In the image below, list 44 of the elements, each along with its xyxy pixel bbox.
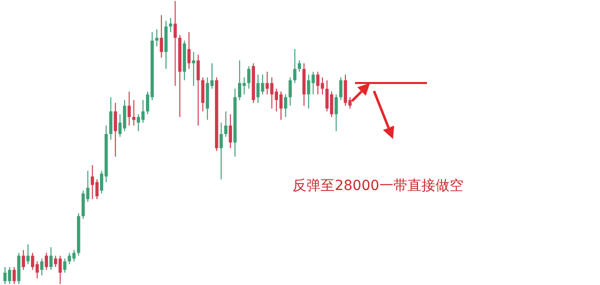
- candlestick: [220, 122, 223, 180]
- candlestick: [155, 28, 158, 47]
- candlestick: [109, 96, 112, 140]
- candlestick: [224, 110, 228, 138]
- candlestick: [344, 74, 348, 106]
- candlestick: [196, 54, 200, 126]
- candlestick: [339, 76, 342, 101]
- candlestick: [40, 258, 44, 276]
- candlestick: [136, 114, 140, 132]
- candlestick: [334, 94, 338, 132]
- candlestick: [22, 250, 25, 270]
- candlestick: [279, 91, 283, 120]
- candlestick: [49, 246, 53, 270]
- candlestick: [122, 100, 126, 132]
- candlestick: [68, 252, 72, 265]
- candlestick: [293, 48, 296, 84]
- candlestick: [128, 91, 131, 126]
- candlestick: [114, 102, 118, 158]
- candlestick: [90, 164, 94, 200]
- candlestick: [141, 100, 145, 124]
- candlestick: [284, 94, 288, 118]
- candlestick: [256, 74, 260, 104]
- candlestick: [192, 51, 196, 86]
- annotation: 反弹至28000一带直接做空: [292, 178, 464, 194]
- candlestick: [132, 100, 136, 126]
- candlestick: [26, 244, 30, 265]
- candlestick: [298, 60, 302, 72]
- candlestick: [95, 178, 99, 200]
- candlestick: [160, 14, 164, 58]
- candlestick: [247, 66, 250, 90]
- candlestick: [12, 266, 16, 284]
- candlestick: [44, 252, 48, 270]
- candlestick: [63, 258, 66, 274]
- candlestick: [3, 266, 7, 284]
- candlestick: [201, 76, 204, 112]
- candlestick: [168, 17, 172, 33]
- candlestick: [174, 0, 177, 86]
- candlestick: [228, 114, 232, 149]
- candlestick: [72, 250, 76, 262]
- candlestick: [325, 80, 329, 112]
- candlestick: [288, 76, 292, 106]
- candlestick: [187, 32, 191, 70]
- candlestick: [8, 266, 12, 284]
- candlestick: [260, 74, 264, 95]
